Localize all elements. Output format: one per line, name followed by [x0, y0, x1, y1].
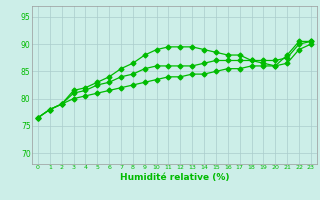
X-axis label: Humidité relative (%): Humidité relative (%): [120, 173, 229, 182]
